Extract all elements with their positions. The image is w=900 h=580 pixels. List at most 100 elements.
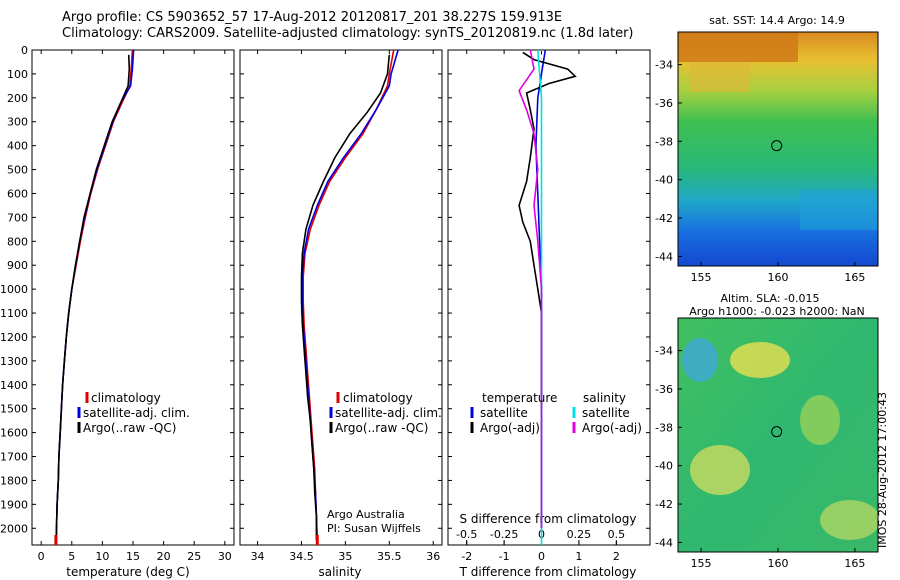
depth-tick-label: 1200 bbox=[0, 331, 28, 344]
temperature-legend: climatology satellite-adj. clim. Argo(..… bbox=[77, 391, 190, 435]
sst-map-title: sat. SST: 14.4 Argo: 14.9 bbox=[709, 14, 845, 27]
depth-tick-label: 100 bbox=[7, 68, 28, 81]
legend-heading-salinity: salinity bbox=[583, 391, 626, 405]
lat-tick-label: -34 bbox=[655, 59, 673, 72]
legend-label-satellite: satellite-adj. clim. bbox=[335, 406, 442, 420]
temperature-xlabel: temperature (deg C) bbox=[66, 565, 189, 579]
x-tick-label: 10 bbox=[95, 550, 109, 563]
series-line-climatology-0 bbox=[302, 49, 395, 546]
x-tick-label: 15 bbox=[126, 550, 140, 563]
depth-tick-label: 1700 bbox=[0, 451, 28, 464]
legend-label-climatology: climatology bbox=[343, 391, 413, 405]
series-line-argo-raw-qc--2 bbox=[55, 54, 131, 541]
depth-tick-label: 800 bbox=[7, 235, 28, 248]
depth-tick-label: 500 bbox=[7, 164, 28, 177]
sst-patch bbox=[690, 62, 750, 92]
lon-tick-label: 165 bbox=[844, 271, 865, 284]
sla-patch bbox=[820, 500, 878, 540]
lon-tick-label: 165 bbox=[844, 557, 865, 570]
legend-label-t-satellite: satellite bbox=[480, 406, 528, 420]
lat-tick-label: -40 bbox=[655, 174, 673, 187]
lat-tick-label: -38 bbox=[655, 135, 673, 148]
x-tick-label: 0 bbox=[538, 550, 545, 563]
s-tick-label: 0.25 bbox=[567, 528, 592, 541]
depth-tick-label: 900 bbox=[7, 259, 28, 272]
x-tick-label: 5 bbox=[68, 550, 75, 563]
series-line-argo-raw-qc--2 bbox=[300, 54, 391, 541]
lat-tick-label: -44 bbox=[655, 536, 673, 549]
depth-tick-label: 300 bbox=[7, 116, 28, 129]
sla-high-patch bbox=[730, 342, 790, 378]
depth-tick-label: 1900 bbox=[0, 498, 28, 511]
x-tick-label: 2 bbox=[613, 550, 620, 563]
sla-patch bbox=[800, 395, 840, 445]
lat-tick-label: -36 bbox=[655, 97, 673, 110]
legend-label-s-argo: Argo(-adj) bbox=[582, 421, 642, 435]
depth-tick-label: 1800 bbox=[0, 474, 28, 487]
lon-tick-label: 155 bbox=[691, 271, 712, 284]
lat-tick-label: -44 bbox=[655, 250, 673, 263]
legend-label-t-argo: Argo(-adj) bbox=[480, 421, 540, 435]
sst-warm-patch bbox=[678, 32, 798, 62]
difference-axes-frame bbox=[447, 49, 651, 546]
title-line-1: Argo profile: CS 5903652_57 17-Aug-2012 … bbox=[62, 10, 563, 25]
salinity-panel: salinity 34 34.5 35 35.5 36 climatology sate… bbox=[239, 49, 443, 579]
difference-legend: temperature satellite Argo(-adj) salinit… bbox=[470, 391, 642, 435]
annotation-pi: PI: Susan Wijffels bbox=[327, 522, 421, 535]
depth-tick-label: 1000 bbox=[0, 283, 28, 296]
annotation-argo-australia: Argo Australia bbox=[327, 508, 405, 521]
x-tick-label: 36 bbox=[426, 550, 440, 563]
series-line-argo-adj--1 bbox=[518, 51, 577, 409]
s-tick-label: 0.5 bbox=[608, 528, 626, 541]
series-line-satellite-adj-clim--1 bbox=[301, 49, 399, 546]
lon-tick-label: 160 bbox=[768, 557, 789, 570]
difference-xlabel-bottom: T difference from climatology bbox=[459, 565, 637, 579]
x-tick-label: 34.5 bbox=[289, 550, 314, 563]
sla-map-panel: Altim. SLA: -0.015 Argo h1000: -0.023 h2… bbox=[655, 292, 879, 570]
depth-tick-label: 1300 bbox=[0, 355, 28, 368]
salinity-legend: climatology satellite-adj. clim. Argo(..… bbox=[329, 391, 442, 435]
imos-stamp: IMOS 28-Aug-2012 17:00:43 bbox=[876, 392, 889, 548]
sst-map-panel: sat. SST: 14.4 Argo: 14.9 155 160 165 -34 -3… bbox=[655, 14, 879, 284]
salinity-axes-frame bbox=[239, 49, 443, 546]
s-tick-label: -0.25 bbox=[490, 528, 518, 541]
lat-tick-label: -42 bbox=[655, 498, 673, 511]
depth-tick-label: 0 bbox=[21, 44, 28, 57]
sla-map-title-1: Altim. SLA: -0.015 bbox=[720, 292, 819, 305]
lon-tick-label: 155 bbox=[691, 557, 712, 570]
depth-tick-label: 1500 bbox=[0, 403, 28, 416]
title-line-2: Climatology: CARS2009. Satellite-adjuste… bbox=[62, 26, 634, 41]
depth-tick-label: 400 bbox=[7, 140, 28, 153]
lat-tick-label: -34 bbox=[655, 345, 673, 358]
x-tick-label: 25 bbox=[187, 550, 201, 563]
lat-tick-label: -36 bbox=[655, 383, 673, 396]
lat-tick-label: -40 bbox=[655, 460, 673, 473]
legend-heading-temperature: temperature bbox=[482, 391, 557, 405]
legend-label-argo: Argo(..raw -QC) bbox=[335, 421, 428, 435]
page-title: Argo profile: CS 5903652_57 17-Aug-2012 … bbox=[62, 10, 634, 42]
x-tick-label: 35.5 bbox=[377, 550, 402, 563]
depth-tick-label: 1100 bbox=[0, 307, 28, 320]
series-line-satellite-adj-clim--1 bbox=[55, 49, 135, 546]
s-tick-label: -0.5 bbox=[456, 528, 477, 541]
temperature-panel: temperature (deg C) 01002003004005006007… bbox=[0, 44, 235, 579]
difference-panel: T difference from climatology S differen… bbox=[447, 49, 651, 579]
sla-low-patch bbox=[682, 338, 718, 382]
x-tick-label: -1 bbox=[499, 550, 510, 563]
x-tick-label: 20 bbox=[157, 550, 171, 563]
salinity-xlabel: salinity bbox=[318, 565, 361, 579]
lat-tick-label: -38 bbox=[655, 421, 673, 434]
x-tick-label: 35 bbox=[338, 550, 352, 563]
depth-tick-label: 1400 bbox=[0, 379, 28, 392]
x-tick-label: 1 bbox=[575, 550, 582, 563]
legend-label-satellite: satellite-adj. clim. bbox=[83, 406, 190, 420]
x-tick-label: 0 bbox=[38, 550, 45, 563]
argo-location-marker bbox=[771, 426, 783, 438]
depth-tick-label: 200 bbox=[7, 92, 28, 105]
x-tick-label: 34 bbox=[251, 550, 265, 563]
sla-high-patch bbox=[690, 445, 750, 495]
x-tick-label: 30 bbox=[218, 550, 232, 563]
lon-tick-label: 160 bbox=[768, 271, 789, 284]
lat-tick-label: -42 bbox=[655, 212, 673, 225]
